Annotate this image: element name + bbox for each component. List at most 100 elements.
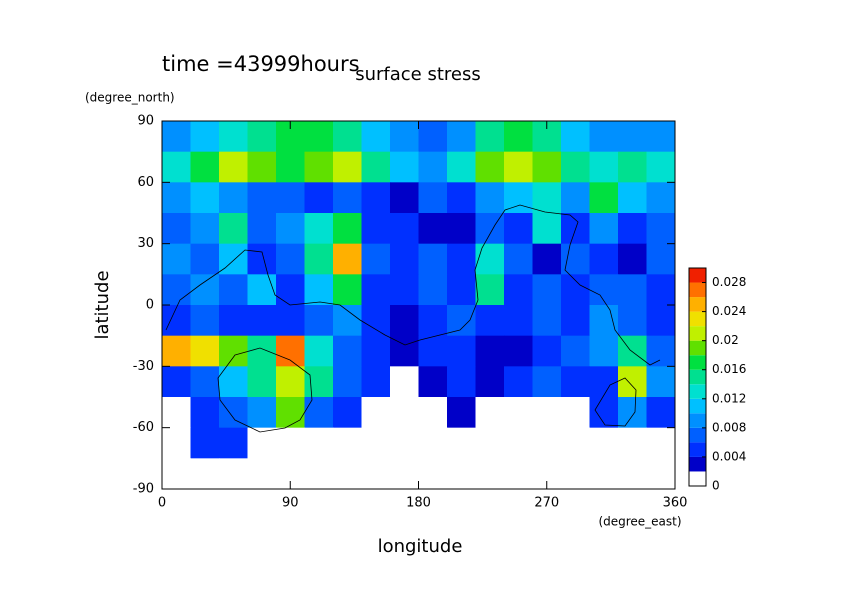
field-cell: [561, 427, 590, 459]
field-cell: [532, 274, 562, 306]
field-cell: [247, 366, 277, 398]
field-cell: [418, 243, 448, 275]
field-cell: [618, 366, 647, 398]
colorbar-segment: [689, 297, 706, 312]
field-cell: [162, 182, 191, 214]
field-cell: [390, 335, 419, 367]
field-cell: [190, 151, 220, 183]
field-cell: [561, 458, 590, 490]
field-cell: [418, 182, 448, 214]
field-cell: [589, 458, 619, 490]
field-cell: [447, 305, 476, 337]
field-cell: [475, 151, 505, 183]
field-cell: [304, 458, 334, 490]
x-tick-label: 180: [406, 496, 431, 511]
field-cell: [475, 305, 505, 337]
field-cell: [532, 335, 562, 367]
field-cell: [418, 121, 448, 153]
y-tick-label: 30: [137, 236, 154, 251]
field-cell: [247, 274, 277, 306]
field-cell: [475, 121, 505, 153]
colorbar-segment: [689, 311, 706, 327]
field-cell: [304, 243, 334, 275]
field-cell: [618, 121, 647, 153]
field-cell: [589, 335, 619, 367]
field-cell: [561, 305, 590, 337]
field-cell: [190, 274, 220, 306]
field-cell: [162, 397, 191, 429]
colorbar-segment: [689, 355, 706, 370]
field-cell: [561, 274, 590, 306]
field-cell: [219, 458, 248, 490]
field-cell: [561, 397, 590, 429]
field-cell: [333, 458, 362, 490]
field-cell: [532, 243, 562, 275]
field-cell: [618, 427, 647, 459]
y-tick-label: -30: [133, 359, 154, 374]
field-cell: [447, 243, 476, 275]
field-cell: [219, 427, 248, 459]
colorbar-segment: [689, 427, 706, 443]
field-cell: [646, 335, 676, 367]
field-cell: [304, 397, 334, 429]
field-cell: [618, 305, 647, 337]
field-cell: [475, 182, 505, 214]
field-cell: [532, 151, 562, 183]
field-cell: [304, 151, 334, 183]
field-cell: [561, 366, 590, 398]
field-cell: [190, 366, 220, 398]
field-cell: [190, 335, 220, 367]
coastline: [165, 204, 661, 366]
colorbar-frame: [688, 267, 707, 487]
colorbar-segment: [689, 456, 706, 472]
field-cell: [646, 243, 676, 275]
field-cell: [589, 305, 619, 337]
field-cell: [447, 274, 476, 306]
field-cell: [646, 427, 676, 459]
field-cell: [247, 151, 277, 183]
field-cell: [447, 213, 476, 245]
field-cell: [618, 213, 647, 245]
colorbar-tick-label: 0.028: [712, 275, 746, 289]
field-cell: [333, 427, 362, 459]
field-cell: [646, 366, 676, 398]
field-cell: [304, 335, 334, 367]
field-cell: [532, 182, 562, 214]
field-cell: [304, 427, 334, 459]
field-cell: [162, 427, 191, 459]
colorbar-segment: [689, 340, 706, 356]
colorbar-segment: [689, 369, 706, 385]
x-tick-label: 90: [282, 496, 299, 511]
x-tick-label: 360: [663, 496, 688, 511]
field-cell: [333, 151, 362, 183]
field-cell: [361, 458, 391, 490]
field-cell: [447, 121, 476, 153]
field-cell: [247, 213, 277, 245]
field-cell: [504, 458, 533, 490]
field-cell: [504, 274, 533, 306]
field-cell: [162, 213, 191, 245]
field-cell: [162, 243, 191, 275]
coastline: [594, 377, 637, 427]
field-cell: [475, 274, 505, 306]
field-cell: [162, 274, 191, 306]
field-cell: [219, 335, 248, 367]
field-cell: [646, 305, 676, 337]
y-tick-label: -90: [133, 482, 154, 497]
field-cell: [561, 121, 590, 153]
field-cell: [162, 305, 191, 337]
x-unit: (degree_east): [598, 515, 681, 529]
colorbar-segment: [689, 413, 706, 428]
field-cell: [361, 243, 391, 275]
field-cell: [589, 121, 619, 153]
field-cell: [333, 397, 362, 429]
field-cell: [532, 305, 562, 337]
y-tick-label: 0: [146, 298, 154, 313]
field-cell: [589, 151, 619, 183]
field-cell: [646, 213, 676, 245]
field-cell: [247, 182, 277, 214]
colorbar-segment: [689, 398, 706, 414]
field-cell: [390, 366, 419, 398]
field-cell: [190, 121, 220, 153]
field-cell: [162, 121, 191, 153]
